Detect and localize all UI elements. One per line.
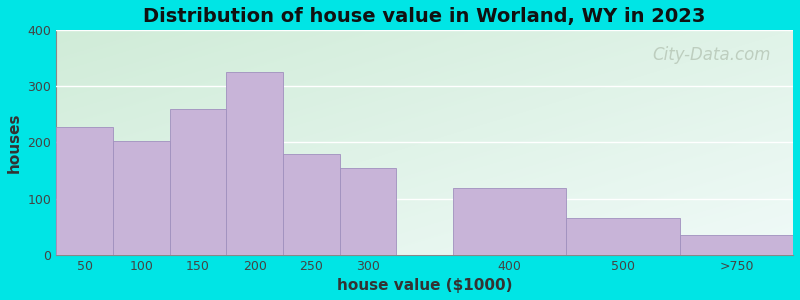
Bar — [453, 188, 566, 255]
X-axis label: house value ($1000): house value ($1000) — [337, 278, 512, 293]
Bar — [170, 109, 226, 255]
Y-axis label: houses: houses — [7, 112, 22, 173]
Bar — [680, 235, 793, 255]
Bar — [226, 72, 283, 255]
Text: City-Data.com: City-Data.com — [653, 46, 771, 64]
Bar — [113, 141, 170, 255]
Bar — [566, 218, 680, 255]
Bar — [340, 168, 396, 255]
Bar — [56, 127, 113, 255]
Bar — [283, 154, 340, 255]
Title: Distribution of house value in Worland, WY in 2023: Distribution of house value in Worland, … — [143, 7, 706, 26]
